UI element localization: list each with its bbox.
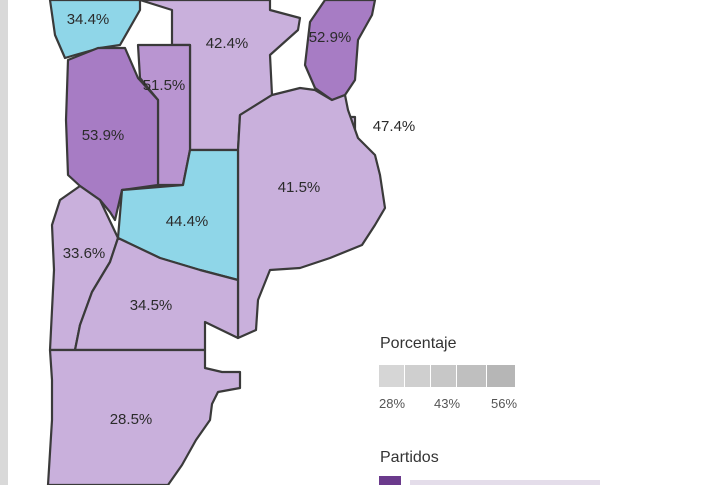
region-52-9[interactable] xyxy=(303,0,377,102)
region-34-5[interactable] xyxy=(73,236,240,352)
legend-tick-28: 28% xyxy=(379,396,405,411)
label-33-6: 33.6% xyxy=(63,245,106,262)
legend-swatch xyxy=(405,365,430,387)
label-41-5: 41.5% xyxy=(278,179,321,196)
label-34-5: 34.5% xyxy=(130,297,173,314)
legend-swatch xyxy=(487,365,515,387)
label-52-9: 52.9% xyxy=(309,29,352,46)
legend-tick-43: 43% xyxy=(434,396,460,411)
legend-swatch xyxy=(431,365,456,387)
label-51-5: 51.5% xyxy=(143,77,186,94)
legend-swatch xyxy=(457,365,486,387)
legend-party-swatch xyxy=(379,476,401,485)
region-28-5[interactable] xyxy=(46,348,242,485)
label-28-5: 28.5% xyxy=(110,411,153,428)
legend-tick-56: 56% xyxy=(491,396,517,411)
legend-party-label-blurred xyxy=(410,480,600,485)
legend-parties-title: Partidos xyxy=(380,449,439,466)
label-34-4: 34.4% xyxy=(67,11,110,28)
label-44-4: 44.4% xyxy=(166,213,209,230)
label-53-9: 53.9% xyxy=(82,127,125,144)
legend-percent-title: Porcentaje xyxy=(380,335,457,352)
legend: Porcentaje 28% 43% 56% Partidos xyxy=(379,335,600,485)
label-42-4: 42.4% xyxy=(206,35,249,52)
region-41-5[interactable] xyxy=(236,86,387,340)
left-edge xyxy=(0,0,8,485)
legend-swatch xyxy=(379,365,404,387)
region-53-9[interactable] xyxy=(64,46,160,222)
label-47-4: 47.4% xyxy=(373,118,416,135)
